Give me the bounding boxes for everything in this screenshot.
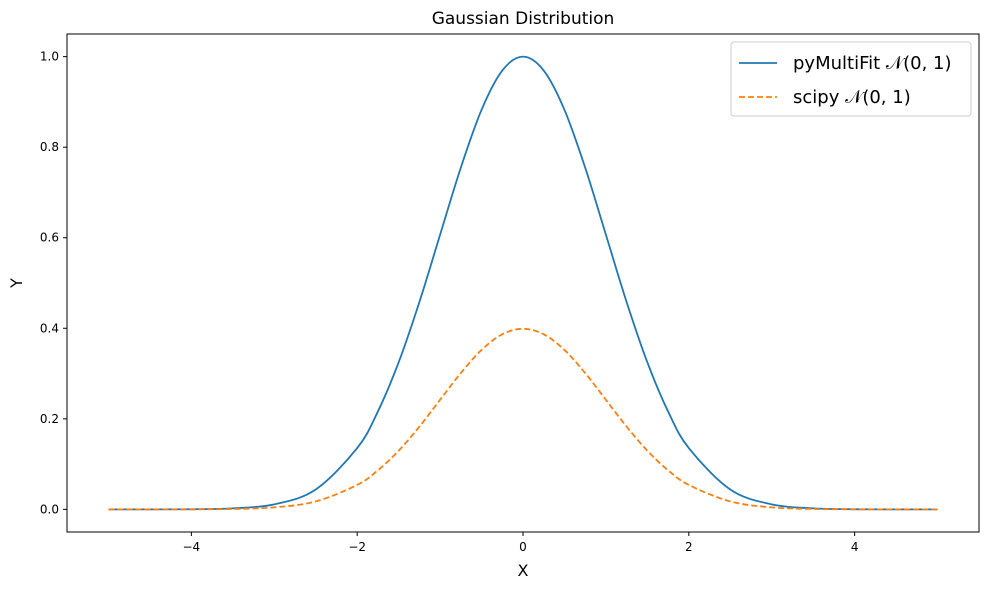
y-tick-label: 0.0 <box>40 502 59 516</box>
legend-label-pymultifit: pyMultiFit 𝒩(0, 1) <box>793 53 952 74</box>
x-tick-label: −4 <box>183 540 201 554</box>
y-tick-label: 0.4 <box>40 321 59 335</box>
y-tick-label: 1.0 <box>40 50 59 64</box>
chart-title: Gaussian Distribution <box>432 9 615 29</box>
y-tick-label: 0.2 <box>40 412 59 426</box>
y-tick-label: 0.8 <box>40 140 59 154</box>
y-axis-label: Y <box>7 278 26 289</box>
series-line-pymultifit <box>108 55 938 511</box>
x-axis: −4 −2 0 2 4 <box>183 532 859 554</box>
x-tick-label: −2 <box>348 540 366 554</box>
y-tick-label: 0.6 <box>40 231 59 245</box>
legend: pyMultiFit 𝒩(0, 1) scipy 𝒩(0, 1) <box>730 41 972 117</box>
x-tick-label: 4 <box>851 540 859 554</box>
x-axis-label: X <box>518 561 529 580</box>
x-tick-label: 0 <box>519 540 527 554</box>
y-axis: 0.0 0.2 0.4 0.6 0.8 1.0 <box>40 50 67 516</box>
x-tick-label: 2 <box>685 540 693 554</box>
plot-area <box>108 55 938 511</box>
legend-label-scipy: scipy 𝒩(0, 1) <box>793 87 911 108</box>
legend-box <box>730 41 972 117</box>
